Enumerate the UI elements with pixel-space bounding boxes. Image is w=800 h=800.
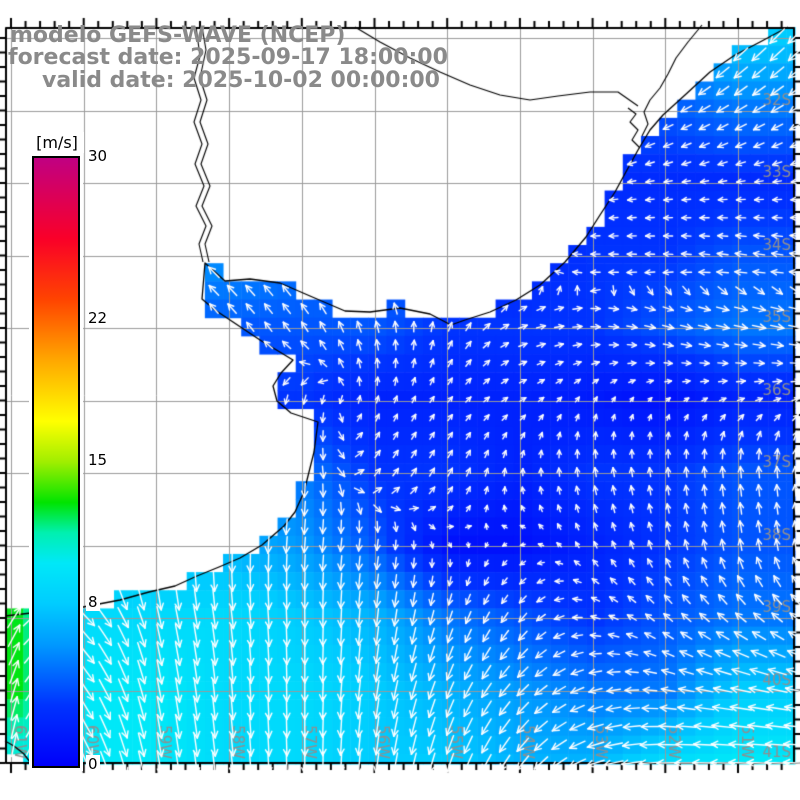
model-title: modelo GEFS-WAVE (NCEP) bbox=[10, 23, 346, 48]
valid-date-label: valid date: 2025-10-02 00:00:00 bbox=[42, 67, 440, 93]
colorbar-unit-label: [m/s] bbox=[30, 132, 84, 153]
colorbar-gradient bbox=[32, 156, 80, 768]
colorbar-tick-label: 0 bbox=[86, 755, 100, 773]
colorbar-tick-label: 15 bbox=[86, 451, 110, 469]
colorbar-tick-label: 30 bbox=[86, 147, 110, 165]
colorbar-tick-label: 8 bbox=[86, 592, 100, 611]
colorbar-tick-label: 22 bbox=[86, 309, 110, 328]
colorbar-legend: [m/s] 30 22 15 8 0 bbox=[30, 126, 112, 788]
forecast-date-label: forecast date: 2025-09-17 18:00:00 bbox=[8, 45, 448, 71]
title-block: modelo GEFS-WAVE (NCEP) forecast date: 2… bbox=[8, 23, 448, 93]
